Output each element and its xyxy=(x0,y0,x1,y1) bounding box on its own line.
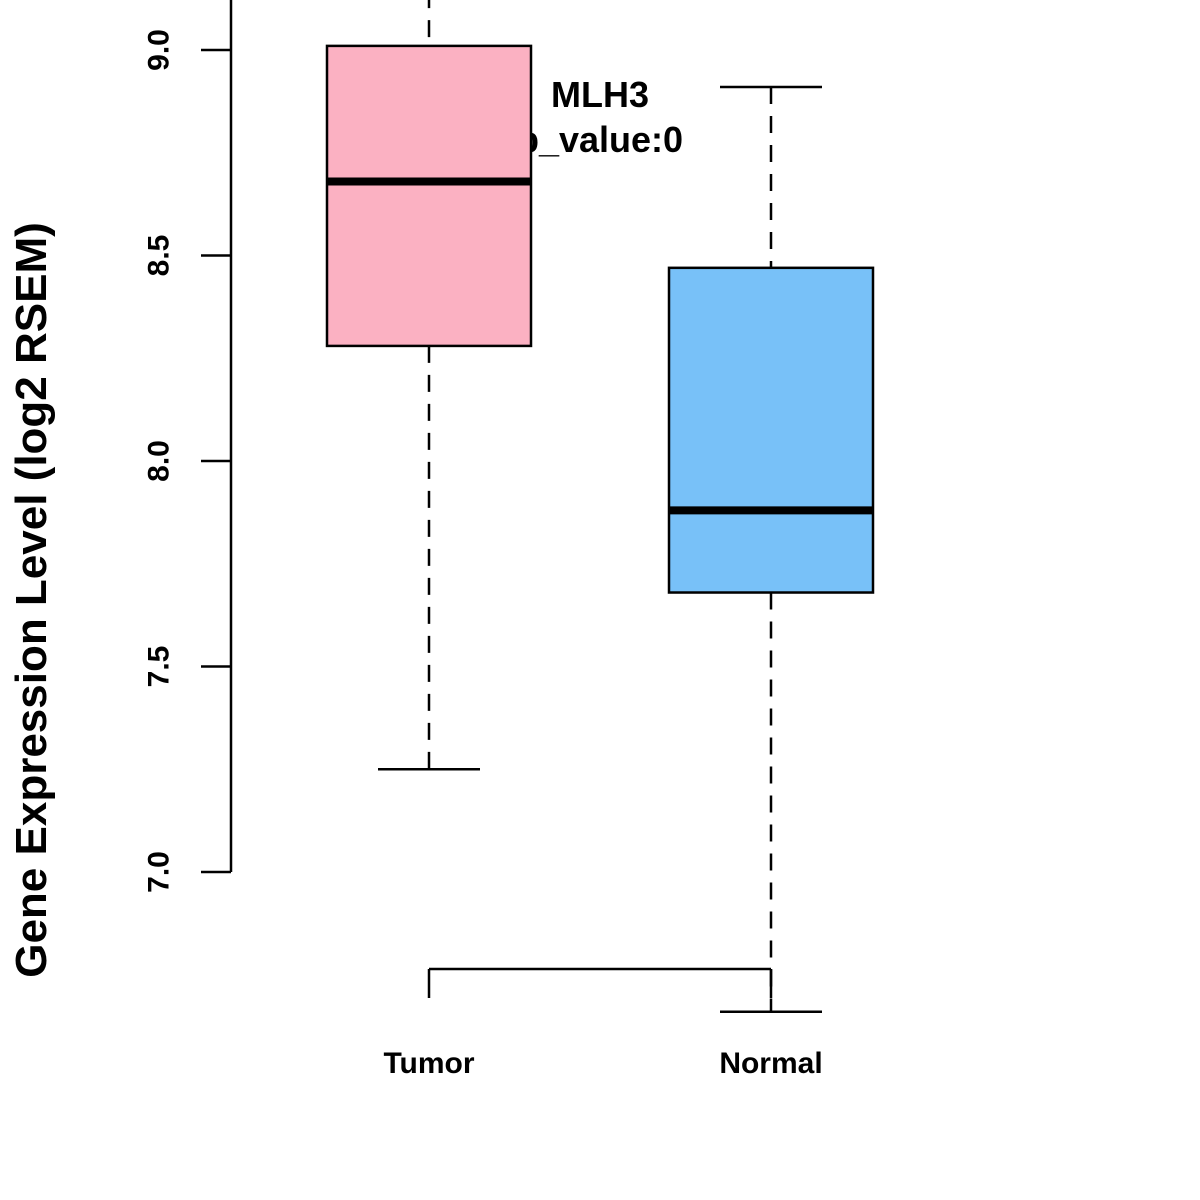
iqr-box xyxy=(667,266,875,594)
x-tick-label-normal: Normal xyxy=(719,1047,822,1080)
y-axis-label: Gene Expression Level (log2 RSEM) xyxy=(7,222,56,978)
x-tick-label-tumor: Tumor xyxy=(383,1047,474,1080)
box-normal xyxy=(667,85,875,1013)
y-tick-label: 7.0 xyxy=(143,851,176,893)
y-tick-label: 9.0 xyxy=(143,29,176,71)
x-axis: Tumor Normal xyxy=(383,967,823,1080)
box-tumor xyxy=(325,0,533,771)
chart-subtitle: p_value:0 xyxy=(517,119,683,160)
y-tick-label: 8.0 xyxy=(143,440,176,482)
y-axis: 7.07.58.08.59.09.510.0 xyxy=(143,0,233,893)
y-tick-label: 8.5 xyxy=(143,235,176,277)
iqr-box xyxy=(325,44,533,348)
boxes-group xyxy=(325,0,875,1013)
chart-title: MLH3 xyxy=(551,74,649,115)
y-tick-label: 7.5 xyxy=(143,646,176,688)
